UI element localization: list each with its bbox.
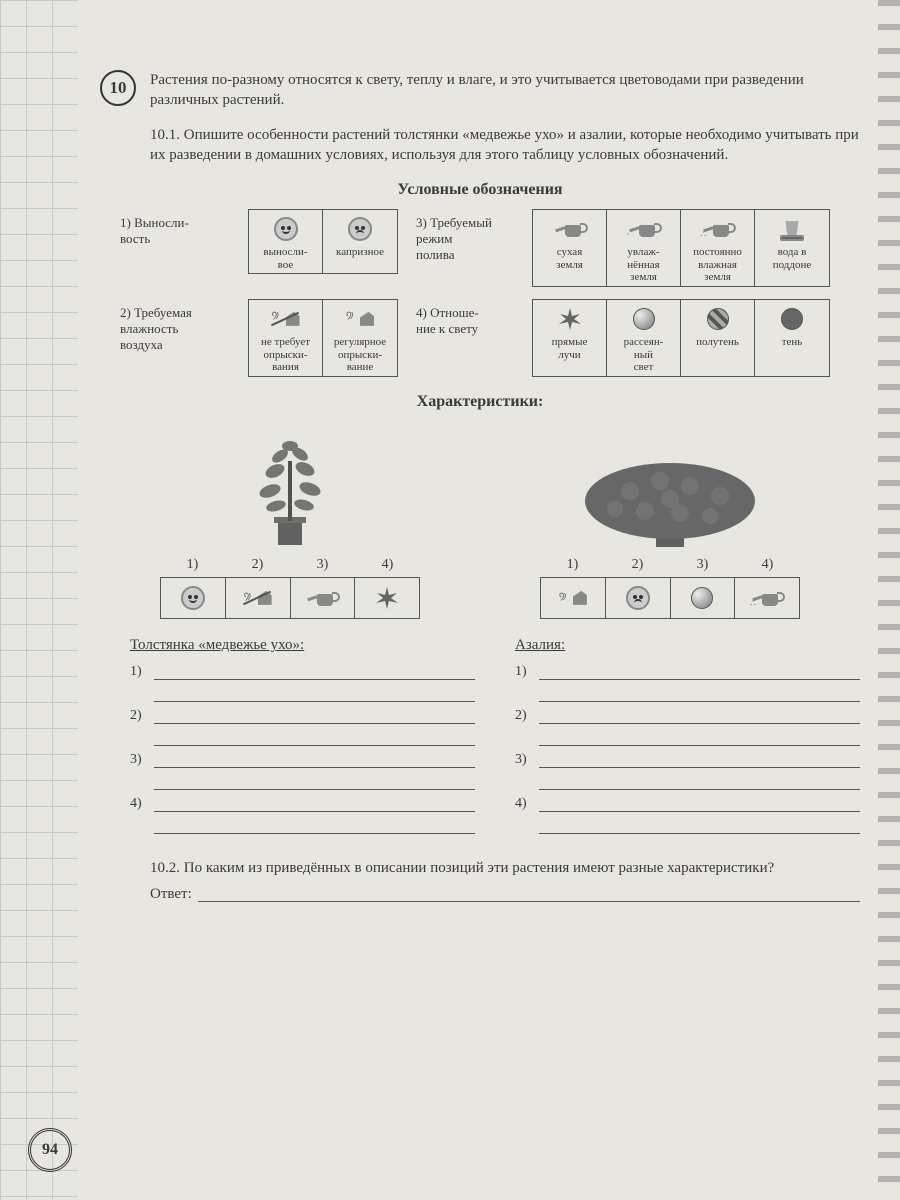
legend-cell-spray: ꡴ регулярное опрыски- вание	[323, 300, 397, 376]
answer-line-10-2: Ответ:	[150, 886, 860, 903]
no-spray-icon: ꡴	[272, 308, 300, 330]
characteristics-title: Характеристики:	[100, 393, 860, 411]
light-sphere-icon	[633, 308, 655, 330]
blank-line[interactable]	[154, 730, 475, 746]
happy-face-icon	[181, 586, 205, 610]
legend-cell-direct-sun: прямые лучи	[533, 300, 607, 376]
blank-line[interactable]	[539, 752, 860, 768]
blank-line[interactable]	[539, 774, 860, 790]
watering-can-dry-icon	[555, 219, 585, 239]
spray-icon: ꡴	[346, 308, 374, 330]
blank-line[interactable]	[198, 886, 860, 902]
plant-1-column: 1)2)3)4) ꡴	[140, 421, 440, 619]
legend-row-1: 1) Выносли- вость выносли- вое капризное…	[120, 209, 860, 287]
legend-label-3: 3) Требуемый режим полива	[416, 209, 514, 263]
watering-can-wet-icon: ∴	[703, 219, 733, 239]
legend-label-1: 1) Выносли- вость	[120, 209, 230, 247]
plant-2-image	[520, 421, 820, 551]
sunburst-icon	[374, 585, 400, 611]
characteristics-area: 1)2)3)4) ꡴	[100, 421, 860, 619]
watering-can-icon: ∴	[752, 588, 782, 608]
legend-cell-half-shade: полутень	[681, 300, 755, 376]
notebook-grid-margin	[0, 0, 78, 1200]
blank-line[interactable]	[154, 752, 475, 768]
answer-col-2: Азалия: 1) . 2) . 3) . 4) .	[515, 637, 860, 840]
legend-cell-wet: ∴ постоянно влажная земля	[681, 210, 755, 286]
legend-cell-fussy: капризное	[323, 210, 397, 273]
answer-blanks: Толстянка «медвежье ухо»: 1) . 2) . 3) .…	[130, 637, 860, 840]
legend-cell-dry: сухая земля	[533, 210, 607, 286]
spray-icon: ꡴	[559, 587, 587, 609]
sunburst-icon	[557, 306, 583, 332]
legend-cells-light: прямые лучи рассеян- ный свет полутень т…	[532, 299, 830, 377]
blank-line[interactable]	[539, 664, 860, 680]
legend-cell-saucer-water: вода в поддоне	[755, 210, 829, 286]
pot-in-saucer-icon	[778, 217, 806, 241]
blank-line[interactable]	[539, 796, 860, 812]
intro-text: Растения по-разному относятся к свету, т…	[150, 70, 860, 111]
no-spray-icon: ꡴	[244, 587, 272, 609]
happy-face-icon	[274, 217, 298, 241]
legend-cell-shade: тень	[755, 300, 829, 376]
plant-2-icons: ꡴ ∴	[540, 577, 800, 619]
light-sphere-icon	[691, 587, 713, 609]
blank-line[interactable]	[154, 686, 475, 702]
plant-1-name: Толстянка «медвежье ухо»:	[130, 637, 475, 654]
blank-line[interactable]	[154, 774, 475, 790]
legend-cells-humidity: ꡴ не требует опрыски- вания ꡴ регулярное…	[248, 299, 398, 377]
blank-line[interactable]	[154, 708, 475, 724]
blank-line[interactable]	[154, 796, 475, 812]
legend-cells-watering: сухая земля · увлаж- нённая земля ∴ пост…	[532, 209, 830, 287]
blank-line[interactable]	[154, 664, 475, 680]
legend-cells-hardiness: выносли- вое капризное	[248, 209, 398, 274]
sad-face-icon	[626, 586, 650, 610]
legend-cell-no-spray: ꡴ не требует опрыски- вания	[249, 300, 323, 376]
legend-cell-diffused: рассеян- ный свет	[607, 300, 681, 376]
plant-1-icons: ꡴	[160, 577, 420, 619]
notebook-spiral-binding	[878, 0, 900, 1200]
dark-sphere-icon	[781, 308, 803, 330]
answer-col-1: Толстянка «медвежье ухо»: 1) . 2) . 3) .…	[130, 637, 475, 840]
blank-line[interactable]	[539, 708, 860, 724]
watering-can-icon	[307, 588, 337, 608]
sad-face-icon	[348, 217, 372, 241]
legend-row-2: 2) Требуемая влажность воздуха ꡴ не треб…	[120, 299, 860, 377]
answer-label: Ответ:	[150, 886, 192, 903]
legend-title: Условные обозначения	[100, 181, 860, 199]
legend-table: 1) Выносли- вость выносли- вое капризное…	[120, 209, 860, 377]
question-number-badge: 10	[100, 70, 136, 106]
page-number: 94	[28, 1128, 72, 1172]
plant-2-column: 1)2)3)4) ꡴ ∴	[520, 421, 820, 619]
legend-label-2: 2) Требуемая влажность воздуха	[120, 299, 230, 353]
blank-line[interactable]	[154, 818, 475, 834]
plant-1-image	[140, 421, 440, 551]
watering-can-moist-icon: ·	[629, 219, 659, 239]
blank-line[interactable]	[539, 818, 860, 834]
sub-question-10-1: 10.1. Опишите особенности растений толст…	[150, 125, 860, 166]
page-content: 10 Растения по-разному относятся к свету…	[100, 70, 860, 1170]
striped-sphere-icon	[707, 308, 729, 330]
blank-line[interactable]	[539, 730, 860, 746]
legend-label-4: 4) Отноше- ние к свету	[416, 299, 514, 337]
blank-line[interactable]	[539, 686, 860, 702]
plant-1-nums: 1)2)3)4)	[160, 557, 420, 573]
sub-question-10-2: 10.2. По каким из приведённых в описании…	[150, 858, 860, 878]
plant-2-name: Азалия:	[515, 637, 860, 654]
legend-cell-moist: · увлаж- нённая земля	[607, 210, 681, 286]
plant-2-nums: 1)2)3)4)	[540, 557, 800, 573]
legend-cell-hardy: выносли- вое	[249, 210, 323, 273]
